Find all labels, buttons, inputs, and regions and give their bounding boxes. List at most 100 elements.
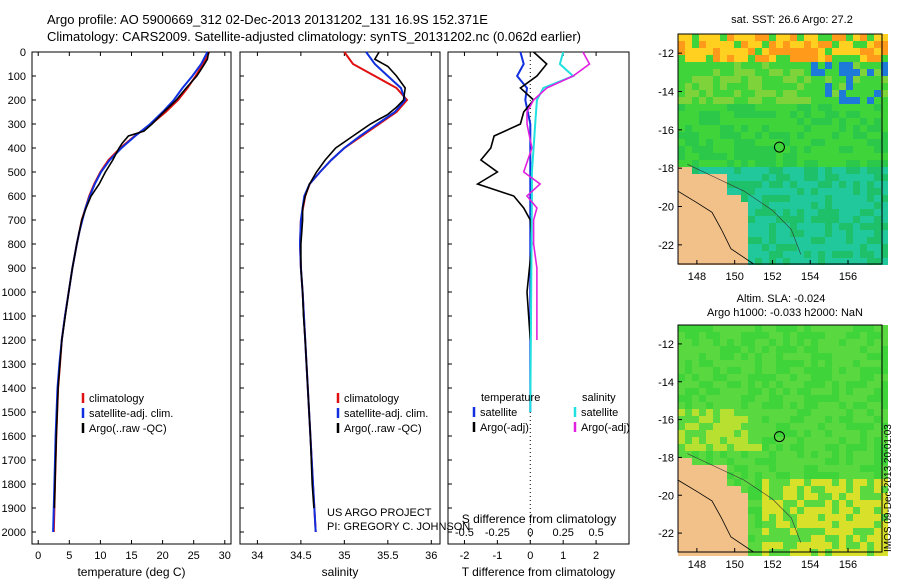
map-cell — [699, 97, 706, 104]
map-cell — [678, 486, 685, 493]
map-cell — [797, 402, 804, 409]
map-cell — [790, 209, 797, 216]
map-cell — [762, 409, 769, 416]
map-cell — [762, 416, 769, 423]
map-cell — [713, 430, 720, 437]
map-cell — [713, 223, 720, 230]
map-cell — [776, 367, 783, 374]
map-cell — [734, 451, 741, 458]
map-cell — [762, 444, 769, 451]
map-cell — [832, 111, 839, 118]
map-cell — [755, 55, 762, 62]
map-cell — [797, 244, 804, 251]
sla-map-ytick-label: -20 — [658, 490, 674, 502]
map-cell — [762, 381, 769, 388]
map-cell — [755, 493, 762, 500]
map-cell — [769, 90, 776, 97]
map-cell — [748, 48, 755, 55]
map-cell — [769, 83, 776, 90]
map-cell — [804, 181, 811, 188]
map-cell — [678, 367, 685, 374]
map-cell — [748, 332, 755, 339]
map-cell — [755, 528, 762, 535]
map-cell — [741, 451, 748, 458]
map-cell — [853, 388, 860, 395]
map-cell — [874, 104, 881, 111]
map-cell — [818, 388, 825, 395]
map-cell — [825, 416, 832, 423]
map-cell — [846, 223, 853, 230]
map-cell — [720, 153, 727, 160]
map-cell — [776, 62, 783, 69]
map-cell — [748, 55, 755, 62]
map-cell — [846, 444, 853, 451]
diff-legend-temp-label: Argo(-adj) — [480, 422, 529, 434]
difference-profile-xtick2-label: -0.25 — [485, 527, 510, 539]
map-cell — [853, 125, 860, 132]
map-cell — [734, 465, 741, 472]
map-cell — [797, 41, 804, 48]
map-cell — [818, 409, 825, 416]
map-cell — [685, 479, 692, 486]
map-cell — [853, 237, 860, 244]
map-cell — [706, 167, 713, 174]
map-cell — [825, 479, 832, 486]
map-cell — [769, 430, 776, 437]
difference-profile-series-temperature-satellite — [515, 51, 532, 412]
map-cell — [790, 55, 797, 62]
map-cell — [825, 195, 832, 202]
map-cell — [818, 360, 825, 367]
map-cell — [755, 125, 762, 132]
map-cell — [825, 500, 832, 507]
map-cell — [776, 423, 783, 430]
temperature-profile-xtick-label: 25 — [188, 550, 200, 562]
map-cell — [713, 479, 720, 486]
map-cell — [769, 339, 776, 346]
map-cell — [706, 230, 713, 237]
map-cell — [832, 486, 839, 493]
map-cell — [769, 139, 776, 146]
map-cell — [881, 104, 888, 111]
map-cell — [685, 444, 692, 451]
map-cell — [762, 521, 769, 528]
map-cell — [720, 353, 727, 360]
map-cell — [685, 237, 692, 244]
map-cell — [860, 230, 867, 237]
map-cell — [867, 153, 874, 160]
map-cell — [818, 223, 825, 230]
map-cell — [790, 367, 797, 374]
map-cell — [790, 325, 797, 332]
map-cell — [825, 90, 832, 97]
map-cell — [720, 507, 727, 514]
map-cell — [811, 374, 818, 381]
map-cell — [734, 528, 741, 535]
map-cell — [790, 76, 797, 83]
map-cell — [804, 367, 811, 374]
map-cell — [741, 125, 748, 132]
map-cell — [762, 479, 769, 486]
map-cell — [853, 55, 860, 62]
map-cell — [699, 174, 706, 181]
map-cell — [776, 223, 783, 230]
map-cell — [748, 528, 755, 535]
map-cell — [860, 507, 867, 514]
map-cell — [706, 132, 713, 139]
map-cell — [860, 388, 867, 395]
map-cell — [860, 444, 867, 451]
map-cell — [853, 521, 860, 528]
map-cell — [797, 76, 804, 83]
salinity-profile-series-argo-raw-qc- — [300, 51, 407, 509]
map-cell — [720, 195, 727, 202]
map-cell — [797, 507, 804, 514]
map-cell — [811, 132, 818, 139]
map-cell — [846, 423, 853, 430]
map-cell — [755, 139, 762, 146]
map-cell — [678, 542, 685, 549]
map-cell — [776, 451, 783, 458]
map-cell — [727, 339, 734, 346]
map-cell — [860, 500, 867, 507]
map-cell — [692, 83, 699, 90]
map-cell — [713, 132, 720, 139]
map-cell — [832, 181, 839, 188]
map-cell — [846, 521, 853, 528]
